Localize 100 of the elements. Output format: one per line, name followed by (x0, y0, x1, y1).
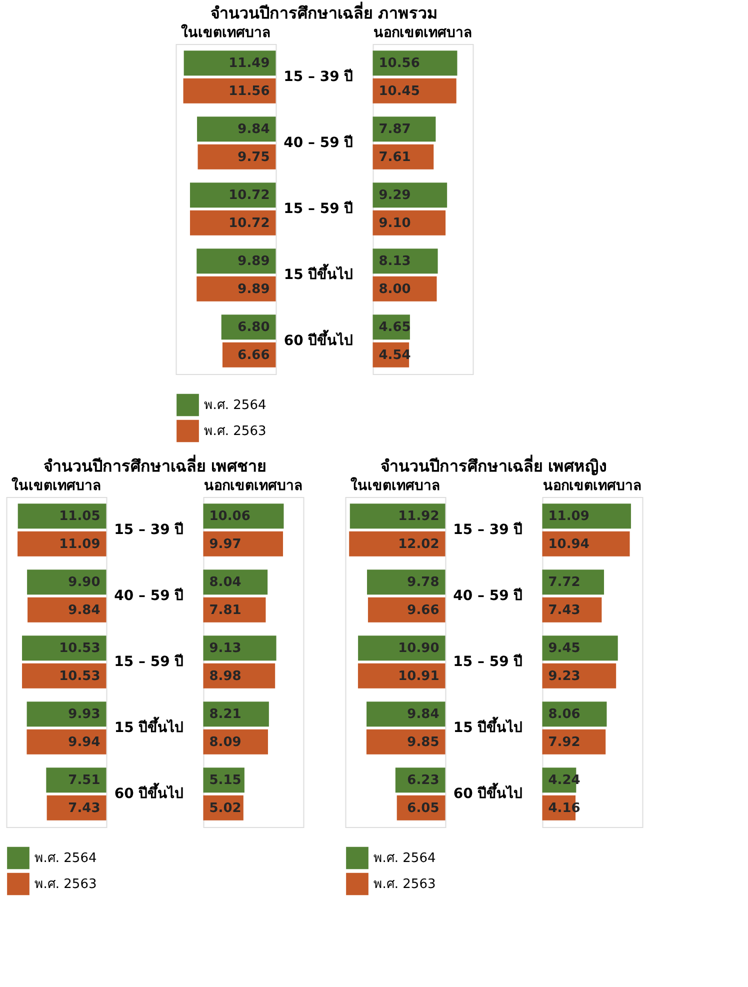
data-label: 10.72 (228, 216, 270, 231)
data-label: 11.09 (548, 509, 590, 524)
data-label: 9.93 (68, 707, 100, 722)
data-label: 5.02 (209, 800, 242, 816)
legend-label: พ.ศ. 2563 (204, 424, 266, 439)
bar (366, 729, 446, 754)
data-label: 11.92 (398, 509, 440, 524)
bar (28, 597, 106, 622)
bar (372, 144, 434, 170)
bar (18, 504, 106, 529)
bar (542, 663, 616, 688)
data-label: 6.05 (407, 800, 440, 816)
chart-subtitle: นอกเขตเทศบาล (204, 478, 303, 494)
bar (542, 570, 604, 595)
data-label: 9.23 (548, 668, 580, 684)
chart-subtitle: นอกเขตเทศบาล (542, 478, 642, 494)
data-label: 8.13 (378, 254, 411, 270)
data-label: 6.23 (407, 773, 440, 788)
bar (203, 636, 276, 661)
bar (183, 78, 276, 104)
y-tick-label: 15 – 39 ปี (453, 522, 523, 538)
data-label: 8.21 (209, 707, 242, 722)
data-label: 9.89 (238, 254, 270, 270)
data-label: 9.84 (68, 602, 100, 618)
y-tick-label: 15 – 59 ปี (284, 201, 354, 217)
data-label: 7.51 (68, 773, 100, 788)
text: จำนวนปีการศึกษาเฉลี่ย เพศหญิง (380, 454, 608, 476)
data-label: 4.65 (378, 320, 411, 336)
bar (26, 729, 106, 754)
chart-subtitle: ในเขตเทศบาล (180, 23, 271, 41)
legend-label: พ.ศ. 2564 (204, 398, 266, 413)
data-label: 9.90 (68, 575, 100, 590)
data-label: 10.94 (548, 536, 590, 552)
bar (372, 116, 436, 142)
bar (46, 768, 106, 793)
legend-label: พ.ศ. 2563 (34, 877, 97, 892)
data-label: 11.49 (228, 56, 270, 72)
data-label: 7.43 (68, 800, 100, 816)
bar (203, 531, 284, 556)
bar (196, 276, 276, 302)
y-tick-label: 15 ปีขึ้นไป (284, 263, 354, 283)
data-label: 6.66 (238, 348, 270, 363)
data-label: 9.84 (407, 707, 440, 722)
bar (26, 702, 106, 727)
bar (22, 636, 106, 661)
data-label: 9.85 (407, 734, 440, 750)
data-label: 9.89 (238, 282, 270, 297)
bar (367, 570, 446, 595)
data-label: 10.06 (209, 509, 250, 524)
data-label: 11.05 (59, 509, 100, 524)
data-label: 7.81 (209, 602, 242, 618)
bar (198, 144, 276, 170)
bar (27, 570, 106, 595)
y-tick-label: 60 ปีขึ้นไป (284, 329, 354, 349)
legend-label: พ.ศ. 2564 (34, 851, 97, 866)
data-label: 9.13 (209, 641, 242, 656)
data-label: 9.29 (378, 188, 411, 204)
bar (358, 663, 446, 688)
bar (184, 50, 276, 76)
data-label: 7.43 (548, 602, 580, 618)
bar (196, 248, 276, 274)
data-label: 8.04 (209, 575, 242, 590)
y-tick-label: 60 ปีขึ้นไป (453, 782, 523, 802)
data-label: 9.66 (407, 602, 440, 618)
bar (372, 78, 456, 104)
bar (197, 116, 276, 142)
data-label: 10.53 (59, 668, 100, 684)
bar (190, 210, 276, 236)
data-label: 9.97 (209, 536, 242, 552)
bar (358, 636, 446, 661)
data-label: 10.45 (378, 84, 420, 99)
y-tick-label: 40 – 59 ปี (453, 588, 523, 604)
data-label: 7.87 (378, 122, 411, 138)
legend-label: พ.ศ. 2563 (373, 877, 436, 892)
data-label: 7.72 (548, 575, 580, 590)
data-label: 9.75 (238, 150, 270, 165)
data-label: 11.09 (59, 536, 100, 552)
data-label: 9.94 (68, 734, 100, 750)
bar (542, 504, 631, 529)
y-tick-label: 15 – 59 ปี (114, 654, 184, 670)
y-tick-label: 15 ปีขึ้นไป (453, 716, 523, 736)
data-label: 8.00 (378, 282, 411, 297)
y-tick-label: 40 – 59 ปี (284, 135, 354, 151)
y-tick-label: 40 – 59 ปี (114, 588, 184, 604)
bar (372, 210, 446, 236)
y-tick-label: 60 ปีขึ้นไป (114, 782, 184, 802)
y-tick-label: 15 – 39 ปี (284, 69, 354, 85)
chart-subtitle: ในเขตเทศบาล (11, 476, 102, 494)
data-label: 5.15 (209, 773, 242, 788)
bar (190, 182, 276, 208)
data-label: 8.06 (548, 707, 580, 722)
data-label: 7.61 (378, 150, 411, 165)
data-label: 9.78 (407, 575, 440, 590)
bar (349, 531, 446, 556)
bar (542, 597, 602, 622)
bar (350, 504, 446, 529)
bar (542, 729, 606, 754)
data-label: 7.92 (548, 734, 580, 750)
data-label: 8.09 (209, 734, 242, 750)
text: จำนวนปีการศึกษาเฉลี่ย ภาพรวม (210, 2, 438, 22)
